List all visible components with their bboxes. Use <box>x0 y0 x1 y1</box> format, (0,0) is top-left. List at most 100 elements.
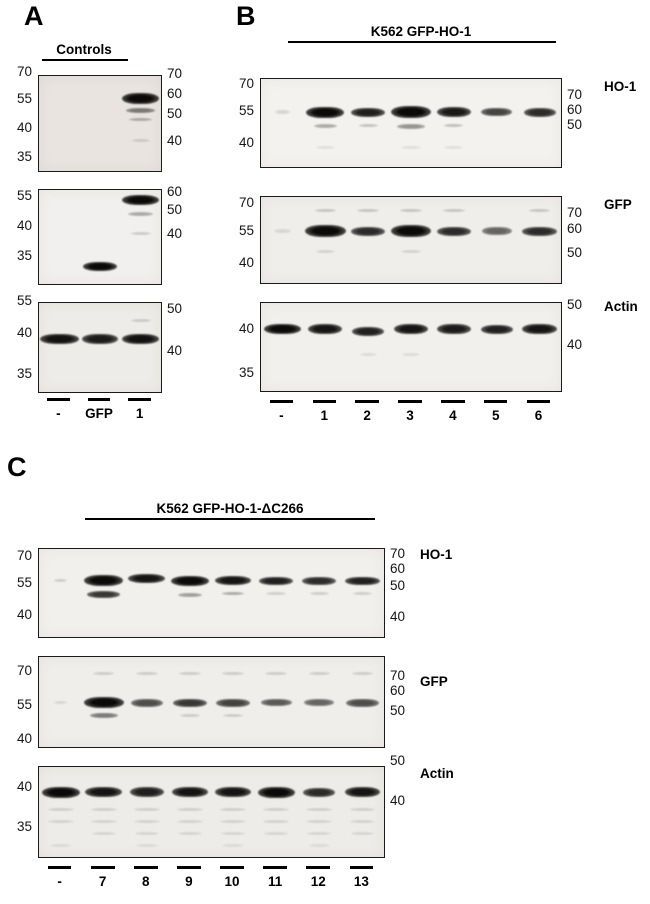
mw-marker: 50 <box>567 297 583 312</box>
mw-marker: 55 <box>16 575 32 590</box>
blot-image <box>38 75 162 172</box>
protein-band <box>304 699 335 707</box>
panel-letter-b: B <box>236 1 256 31</box>
protein-band <box>136 843 158 847</box>
mw-marker: 70 <box>567 205 583 220</box>
protein-band <box>397 124 425 130</box>
blot-image <box>38 548 385 638</box>
protein-band <box>315 249 335 253</box>
protein-band <box>314 209 336 213</box>
lane-dash <box>349 866 374 869</box>
lane-dash <box>355 400 379 403</box>
protein-band <box>84 575 124 587</box>
protein-band <box>47 807 74 811</box>
protein-band <box>129 787 165 798</box>
protein-band <box>304 224 346 237</box>
protein-band <box>136 671 158 675</box>
protein-band <box>264 832 289 836</box>
mw-marker: 40 <box>567 337 583 352</box>
header-underline <box>42 59 128 61</box>
protein-band <box>220 819 246 823</box>
protein-band <box>222 671 244 675</box>
protein-label: Actin <box>604 299 638 314</box>
protein-band <box>359 352 377 356</box>
mw-marker: 55 <box>16 697 32 712</box>
protein-band <box>222 843 244 847</box>
protein-band <box>443 209 465 213</box>
protein-band <box>90 807 117 811</box>
mw-marker: 60 <box>567 102 583 117</box>
protein-band <box>346 698 379 707</box>
protein-band <box>40 334 79 345</box>
protein-band <box>177 807 203 811</box>
protein-band <box>129 118 152 122</box>
mw-marker: 40 <box>238 321 254 336</box>
header-underline <box>288 41 556 43</box>
protein-label: GFP <box>604 197 632 212</box>
lane-dash <box>312 400 337 403</box>
protein-band <box>47 819 74 823</box>
protein-band <box>402 352 420 356</box>
protein-band <box>54 579 68 583</box>
protein-band <box>121 93 160 105</box>
protein-band <box>177 819 203 823</box>
lane-label: 2 <box>363 408 371 423</box>
protein-band <box>216 698 250 707</box>
mw-marker: 60 <box>390 683 406 698</box>
protein-band <box>54 701 68 705</box>
mw-marker: 70 <box>16 663 32 678</box>
blot-image <box>260 78 562 168</box>
mw-marker: 50 <box>390 703 406 718</box>
mw-marker: 35 <box>238 365 254 380</box>
blot-image <box>38 189 162 285</box>
mw-marker: 70 <box>238 195 254 210</box>
mw-marker: 50 <box>390 578 406 593</box>
mw-marker: 70 <box>390 546 406 561</box>
lane-dash <box>133 866 158 869</box>
mw-marker: 40 <box>238 255 254 270</box>
lane-label: 7 <box>98 874 107 889</box>
mw-marker: 35 <box>16 149 32 164</box>
protein-band <box>308 324 343 335</box>
protein-band <box>130 319 151 323</box>
protein-band <box>303 787 336 797</box>
protein-band <box>523 107 556 117</box>
protein-band <box>350 832 375 836</box>
mw-marker: 40 <box>390 793 406 808</box>
panel-header: K562 GFP-HO-1-ΔC266 <box>156 501 304 516</box>
protein-band <box>214 787 252 798</box>
mw-marker: 40 <box>16 120 32 135</box>
lane-dash <box>220 866 244 869</box>
lane-label: 10 <box>224 874 240 889</box>
protein-band <box>480 324 513 334</box>
protein-band <box>393 324 429 335</box>
protein-band <box>85 787 123 798</box>
protein-band <box>260 699 292 707</box>
mw-marker: 40 <box>16 218 32 233</box>
protein-band <box>351 107 386 117</box>
protein-band <box>357 209 379 213</box>
protein-band <box>266 592 286 596</box>
protein-band <box>178 592 202 597</box>
mw-marker: 60 <box>567 221 583 236</box>
lane-dash <box>269 400 294 403</box>
mw-marker: 50 <box>167 106 183 121</box>
protein-band <box>172 698 208 707</box>
lane-label: 5 <box>491 408 500 423</box>
lane-label: - <box>56 406 61 421</box>
protein-label: HO-1 <box>604 79 637 94</box>
panel-header: K562 GFP-HO-1 <box>370 24 472 39</box>
protein-band <box>263 819 290 823</box>
protein-band <box>223 714 243 717</box>
protein-band <box>522 324 557 335</box>
protein-band <box>133 819 160 823</box>
lane-label: 1 <box>320 408 329 423</box>
lane-dash <box>398 400 422 403</box>
protein-band <box>436 107 471 118</box>
mw-marker: 70 <box>390 668 406 683</box>
mw-marker: 35 <box>16 366 32 381</box>
protein-band <box>126 107 156 113</box>
header-underline <box>85 518 375 520</box>
mw-marker: 40 <box>16 779 32 794</box>
